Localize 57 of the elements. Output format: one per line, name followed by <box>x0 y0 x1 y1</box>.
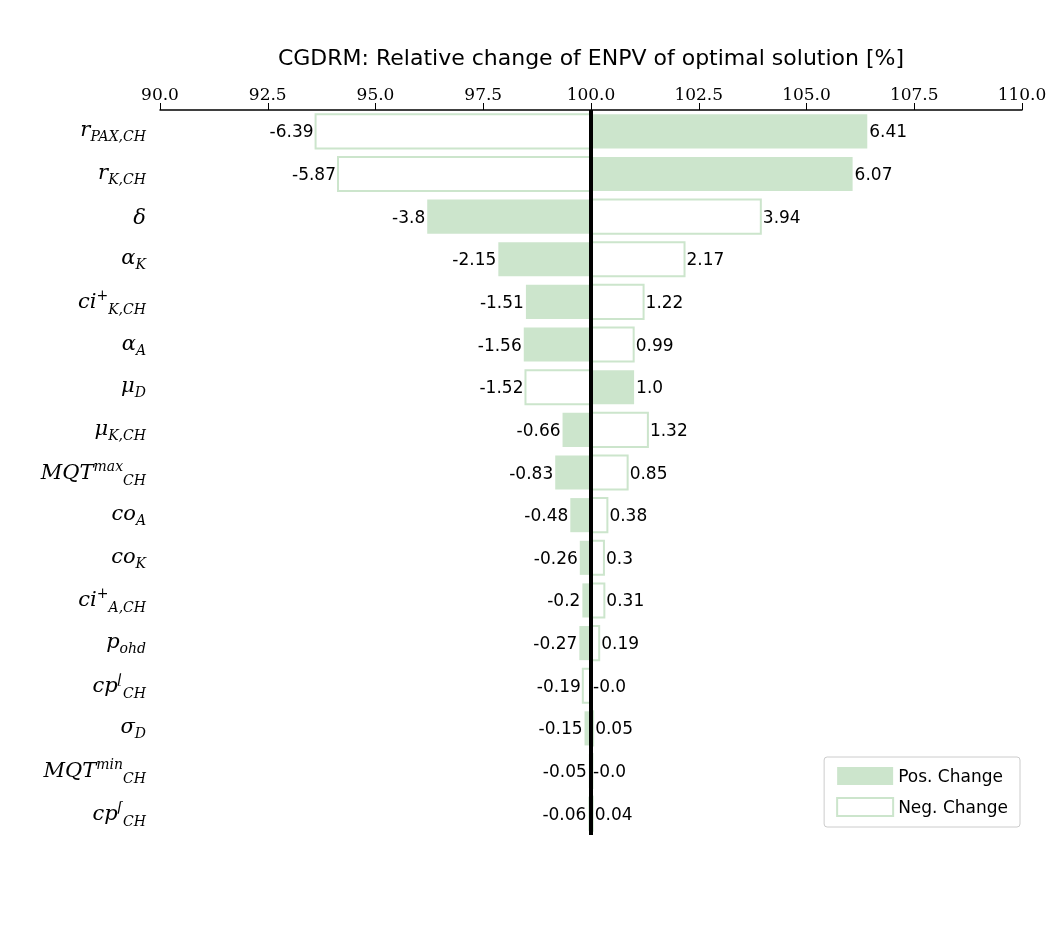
x-axis-title: CGDRM: Relative change of ENPV of optimal solution [%] <box>277 44 905 70</box>
x-tick-label: 92.5 <box>248 83 287 104</box>
data-label: -6.39 <box>269 121 314 142</box>
y-tick-label: r$_{K,CH}$ <box>98 159 146 188</box>
data-label: 0.19 <box>601 633 640 654</box>
data-label: 0.85 <box>629 462 668 483</box>
data-label: -0.48 <box>524 505 569 526</box>
y-tick-label: α$_{A}$ <box>121 330 146 358</box>
data-label: 0.04 <box>594 803 633 824</box>
x-tick-label: 95.0 <box>356 83 395 104</box>
data-label: -0.06 <box>542 803 587 824</box>
x-tick-label: 105.0 <box>782 83 831 104</box>
data-label: 0.99 <box>635 334 674 355</box>
x-tick-label: 107.5 <box>889 83 939 104</box>
data-label: 1.0 <box>636 377 664 398</box>
data-label: 0.3 <box>605 547 633 568</box>
x-tick-label: 102.5 <box>674 83 724 104</box>
legend-label: Pos. Change <box>898 766 1003 786</box>
data-label: -0.15 <box>538 718 583 739</box>
x-tick-label: 90.0 <box>141 83 179 104</box>
y-tick-label: α$_{K}$ <box>121 245 146 273</box>
y-tick-label: μ$_{D}$ <box>121 373 146 401</box>
data-label: -2.15 <box>452 249 497 270</box>
data-label: -0.66 <box>516 419 561 440</box>
data-label: -0.2 <box>547 590 581 611</box>
data-label: 3.94 <box>762 206 801 227</box>
data-label: -5.87 <box>292 163 336 184</box>
y-tick-label: co$_{A}$ <box>111 501 146 529</box>
data-label: -0.83 <box>509 462 554 483</box>
data-label: 0.31 <box>606 590 645 611</box>
y-tick-label: p$_{ohd}$ <box>106 628 146 657</box>
x-tick-label: 100.0 <box>566 83 616 104</box>
y-tick-label: δ <box>133 204 146 229</box>
data-label: 0.05 <box>595 718 634 739</box>
x-tick-label: 97.5 <box>464 83 503 104</box>
data-label: -0.26 <box>533 547 578 568</box>
data-label: 0.38 <box>609 505 648 526</box>
legend-label: Neg. Change <box>898 797 1009 817</box>
data-label: 2.17 <box>686 249 725 270</box>
y-tick-label: σ$_{D}$ <box>120 714 146 742</box>
data-label: 6.07 <box>854 163 893 184</box>
data-label: -0.27 <box>533 633 578 654</box>
y-tick-label: μ$_{K,CH}$ <box>94 415 146 443</box>
data-label: -0.05 <box>542 761 587 782</box>
data-label: -0.0 <box>593 675 627 696</box>
data-label: -1.56 <box>477 334 522 355</box>
data-label: -3.8 <box>392 206 426 227</box>
data-label: -1.52 <box>479 377 524 398</box>
y-tick-label: r$_{PAX,CH}$ <box>80 117 146 145</box>
x-tick-label: 110.0 <box>997 83 1047 104</box>
data-label: -0.19 <box>536 675 581 696</box>
data-label: -0.0 <box>593 761 627 782</box>
data-label: 1.32 <box>649 419 688 440</box>
data-label: -1.51 <box>479 291 524 312</box>
data-label: 1.22 <box>645 291 684 312</box>
y-tick-label: co$_{K}$ <box>111 543 146 571</box>
data-label: 6.41 <box>869 121 908 142</box>
